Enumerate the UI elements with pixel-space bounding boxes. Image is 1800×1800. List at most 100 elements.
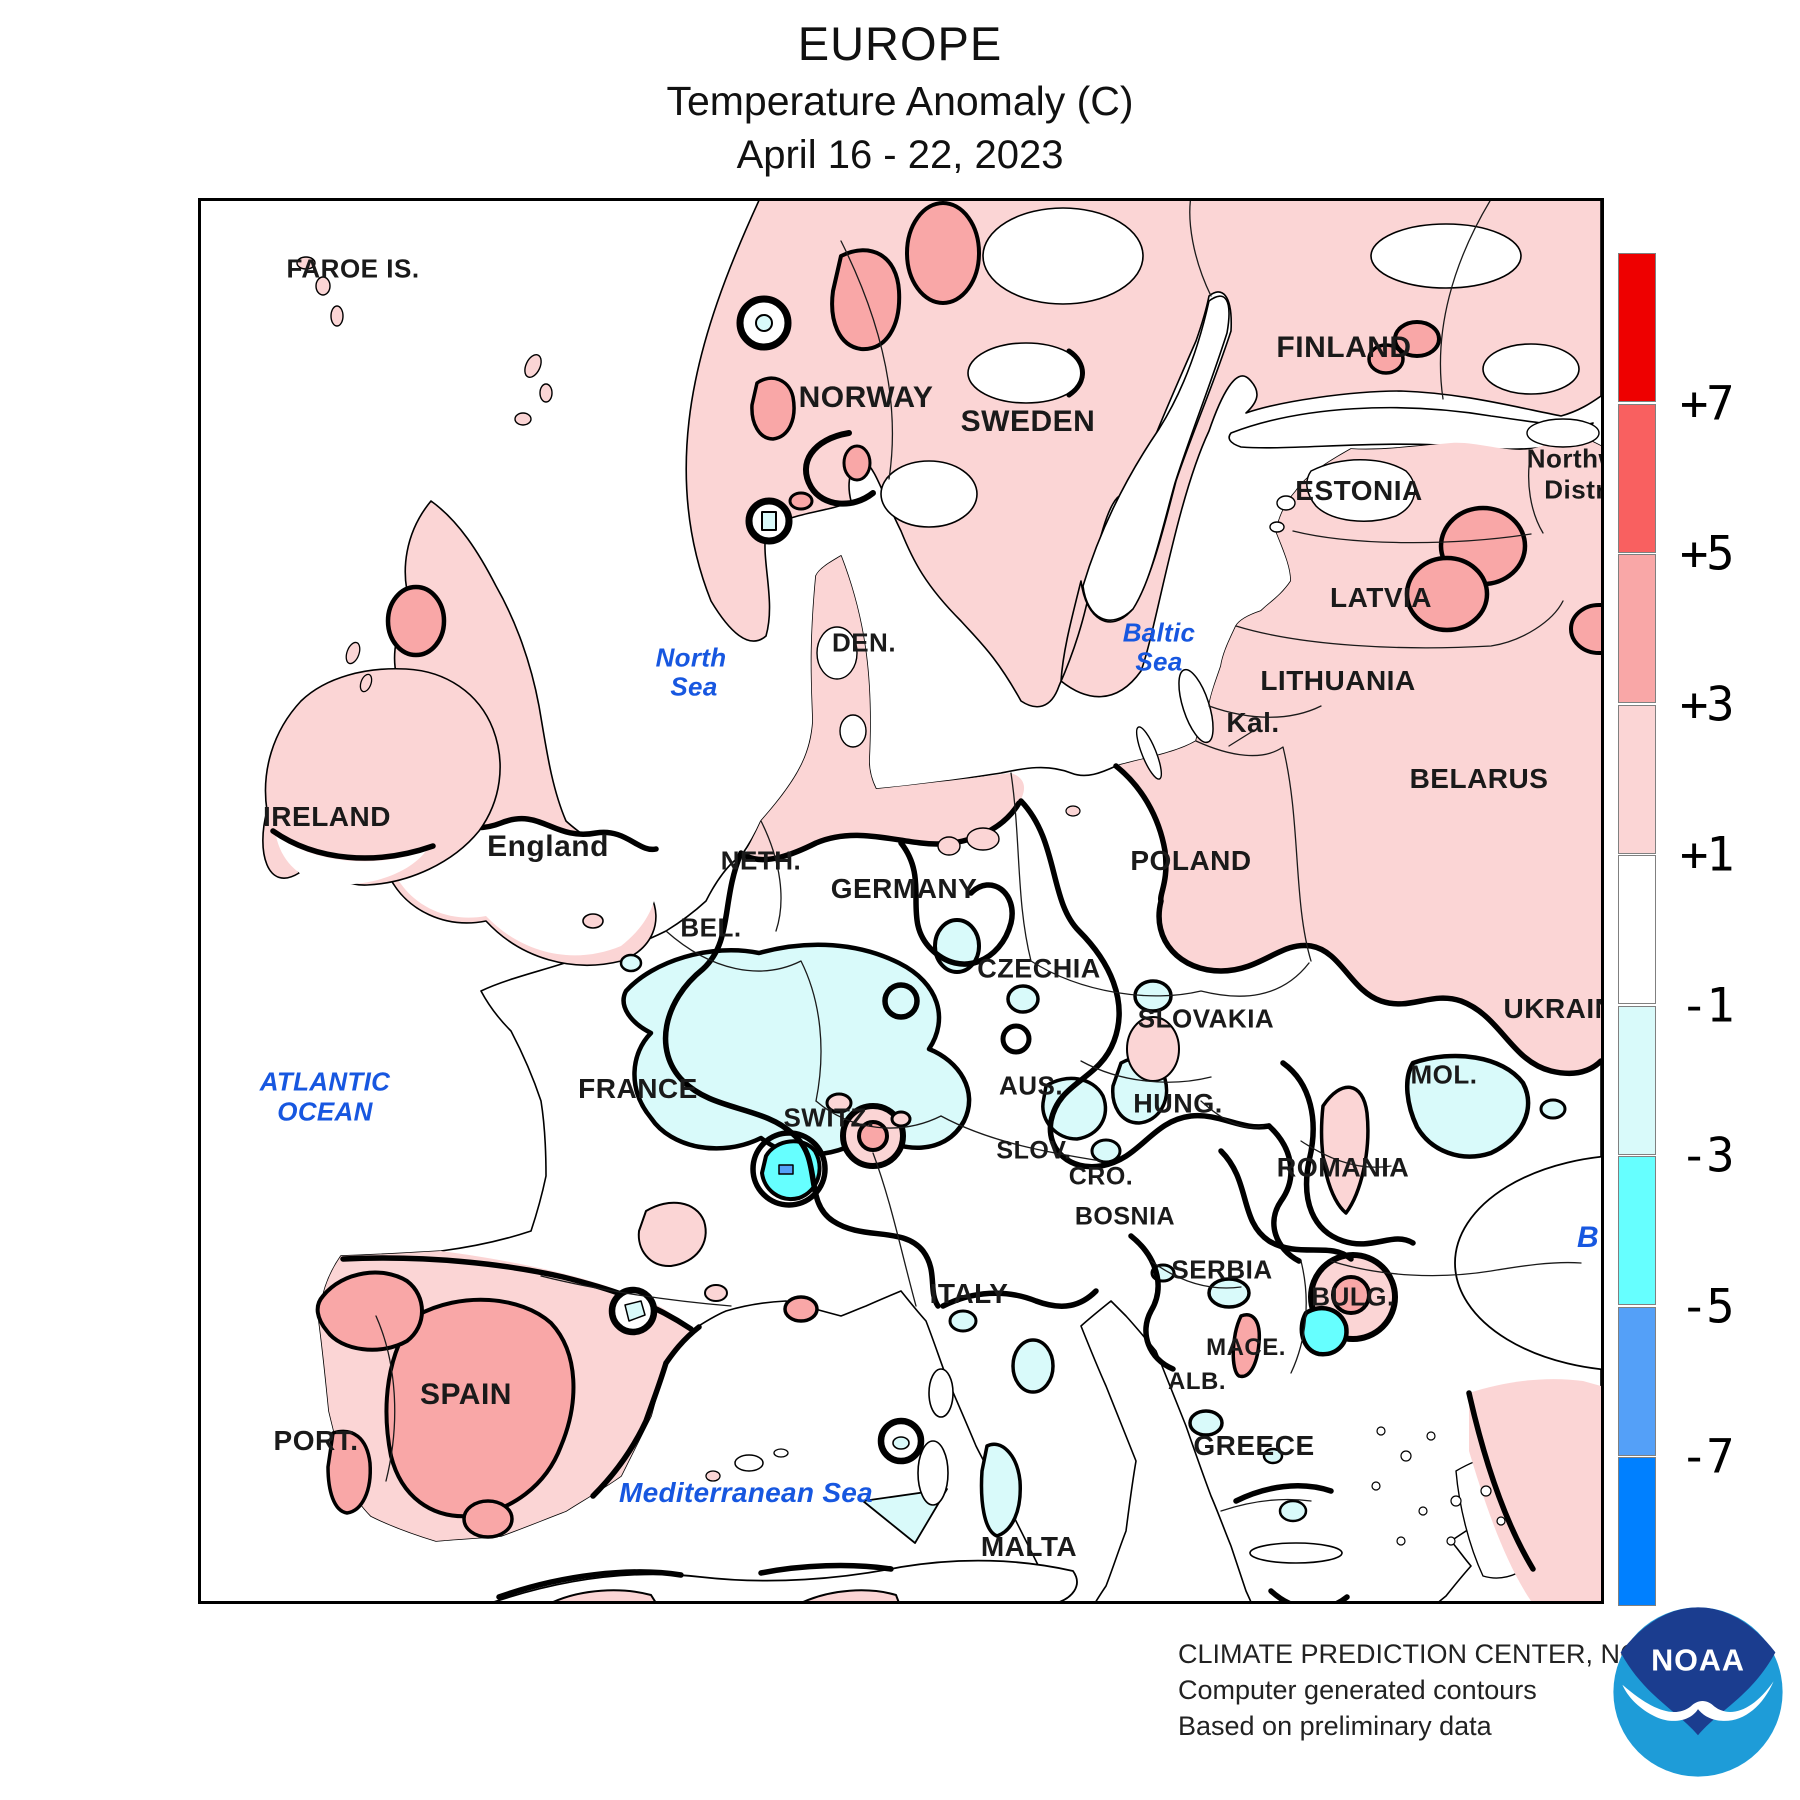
map-label-france: FRANCE (578, 1073, 698, 1104)
contour-pink-east (1113, 763, 1601, 1077)
anomaly-cyan-italy-strip (979, 1442, 1022, 1538)
noaa-logo-fan (1620, 1607, 1776, 1736)
anomaly-salmon-norway1 (830, 248, 902, 352)
colorbar-segment-4 (1618, 704, 1656, 854)
island-sardinia (917, 1440, 949, 1506)
contour-ireland (270, 828, 436, 861)
island-hebrides2 (359, 673, 373, 693)
contour-germany-loop (898, 840, 1015, 967)
anomaly-cyan-austria2 (1090, 1138, 1122, 1164)
noaa-logo-gull-icon (1622, 1681, 1774, 1721)
contour-norway-c (803, 430, 876, 507)
map-label-poland: POLAND (1130, 845, 1252, 876)
anomaly-blue-speck-alps (778, 1164, 794, 1175)
credits-block: CLIMATE PREDICTION CENTER, NOAA Computer… (1178, 1636, 1677, 1744)
map-label-finland: FINLAND (1276, 331, 1412, 364)
island-faroe2 (315, 276, 331, 296)
island-gotland (1178, 668, 1214, 744)
cyan-catalonia (624, 1300, 646, 1322)
map-label-slovakia: SLOVAKIA (1137, 1003, 1275, 1034)
land-north-africa (494, 1559, 1078, 1601)
anomaly-salmon-galicia (315, 1270, 424, 1352)
island-hebrides1 (345, 641, 361, 665)
anomaly-pink-africa2 (803, 1589, 900, 1601)
cyan-norway-eye (755, 314, 773, 332)
map-label-latvia: LATVIA (1329, 582, 1433, 613)
island-faroe3 (330, 305, 344, 327)
map-label-switz: SWITZ. (783, 1102, 875, 1133)
anomaly-cyan-serbia (1207, 1277, 1251, 1309)
map-label-atlantic: ATLANTIC (259, 1066, 391, 1097)
map-label-mediterranean-sea: Mediterranean Sea (618, 1477, 874, 1508)
anomaly-salmon-bulgaria (1331, 1275, 1371, 1315)
anomaly-pink-alps2 (890, 1110, 912, 1128)
anomaly-salmon-scotland (385, 584, 447, 658)
colorbar-tick-+3: +3 (1680, 677, 1735, 732)
contour-balkans1 (1218, 1148, 1354, 1262)
map-label-ocean: OCEAN (277, 1096, 373, 1127)
island-ibiza (705, 1470, 721, 1482)
colorbar-tick-+1: +1 (1680, 827, 1735, 883)
page-subtitle: Temperature Anomaly (C) (666, 78, 1134, 124)
anomaly-salmon-nw-italy (857, 1120, 889, 1152)
anomaly-cyan-bel-small (619, 953, 643, 973)
map-label-sea: Sea (1135, 646, 1183, 677)
colorbar-segment-2 (1618, 403, 1656, 553)
island-shetland1 (524, 354, 542, 378)
island-zealand (966, 827, 1000, 851)
map-label-italy: ITALY (929, 1278, 1009, 1309)
contour-ring-germany1 (882, 982, 920, 1020)
white-pocket-top-norway (982, 207, 1144, 305)
colorbar-segment-9 (1618, 1457, 1656, 1606)
contour-kiel-czech (1018, 798, 1272, 1170)
map-label-spain: SPAIN (420, 1378, 512, 1411)
map-label-ireland: IRELAND (263, 801, 391, 832)
anomaly-pink-macedonia-strip (1231, 1313, 1262, 1379)
island-bornholm (1065, 805, 1081, 817)
map-label-cro: CRO. (1068, 1162, 1134, 1191)
map-label-germany: GERMANY (830, 873, 978, 904)
land-ireland-white (276, 836, 426, 885)
white-pocket-south-sweden (880, 460, 978, 528)
anomaly-salmon-norway-small (788, 491, 814, 511)
white-pocket-jutland (816, 626, 858, 680)
cyan-sardinia-north (892, 1436, 910, 1450)
map-label-kal: Kal. (1226, 707, 1280, 738)
map-label-lithuania: LITHUANIA (1260, 665, 1416, 696)
contour-balkans2 (1128, 1233, 1176, 1372)
map-label-england: England (487, 830, 609, 863)
anomaly-pink-slovakia (1126, 1016, 1180, 1082)
map-label-den: DEN. (831, 627, 897, 658)
anomaly-salmon-russia1 (1393, 320, 1441, 358)
anomaly-salmon-russia-edge (1569, 603, 1601, 655)
map-label-bosnia: BOSNIA (1074, 1202, 1176, 1231)
island-orkney (514, 412, 532, 426)
contour-greece-north (1233, 1483, 1350, 1601)
island-saaremaa (1276, 495, 1296, 511)
date-range: April 16 - 22, 2023 (736, 133, 1064, 177)
anomaly-salmon-latvia (1404, 555, 1490, 633)
contour-turkey-west (1466, 1390, 1536, 1572)
map-frame: FAROE IS. NORWAY SWEDEN FINLAND ESTONIA North… (198, 198, 1604, 1604)
land-ireland (262, 667, 501, 886)
anomaly-pink-normandy (582, 913, 604, 929)
map-label-romania: ROMANIA (1276, 1152, 1410, 1183)
island-crete (1249, 1542, 1343, 1564)
anomaly-cyan-moldova (1405, 1053, 1531, 1159)
colorbar-tick--3: -3 (1680, 1128, 1735, 1184)
credits-line2: Computer generated contours (1178, 1675, 1537, 1705)
island-menorca (773, 1448, 789, 1458)
anomaly-pink-denmark (746, 556, 1025, 860)
white-pocket-karelia (1370, 223, 1522, 289)
anomaly-salmon-norway-coast (750, 376, 796, 441)
map-label-bulg: BULG. (1311, 1281, 1395, 1312)
map-label-malta: MALTA (980, 1531, 1078, 1562)
europe-anomaly-map (262, 201, 1601, 1601)
anomaly-salmon-catalonia (783, 1295, 819, 1323)
map-label-belarus: BELARUS (1409, 763, 1549, 794)
map-label-aus: AUS. (998, 1070, 1064, 1101)
map-label-norway: NORWAY (798, 381, 934, 414)
contour-romania-loop (1280, 1060, 1416, 1247)
map-label-slov: SLOV. (996, 1136, 1072, 1165)
